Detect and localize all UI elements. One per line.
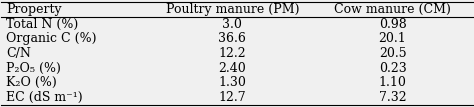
Text: K₂O (%): K₂O (%) <box>6 76 57 89</box>
Text: Property: Property <box>6 3 62 16</box>
Text: Organic C (%): Organic C (%) <box>6 32 97 45</box>
Text: 12.7: 12.7 <box>219 91 246 104</box>
Text: EC (dS m⁻¹): EC (dS m⁻¹) <box>6 91 83 104</box>
Text: 20.5: 20.5 <box>379 47 406 60</box>
Text: 36.6: 36.6 <box>219 32 246 45</box>
Text: 12.2: 12.2 <box>219 47 246 60</box>
Text: Total N (%): Total N (%) <box>6 18 78 31</box>
Text: 1.30: 1.30 <box>219 76 246 89</box>
Text: 1.10: 1.10 <box>379 76 406 89</box>
Text: 3.0: 3.0 <box>222 18 242 31</box>
Text: Poultry manure (PM): Poultry manure (PM) <box>165 3 299 16</box>
Text: 0.23: 0.23 <box>379 62 406 75</box>
Text: Cow manure (CM): Cow manure (CM) <box>334 3 451 16</box>
Text: 2.40: 2.40 <box>219 62 246 75</box>
Text: 0.98: 0.98 <box>379 18 406 31</box>
Text: C/N: C/N <box>6 47 31 60</box>
Text: P₂O₅ (%): P₂O₅ (%) <box>6 62 61 75</box>
Text: 20.1: 20.1 <box>379 32 406 45</box>
Text: 7.32: 7.32 <box>379 91 406 104</box>
